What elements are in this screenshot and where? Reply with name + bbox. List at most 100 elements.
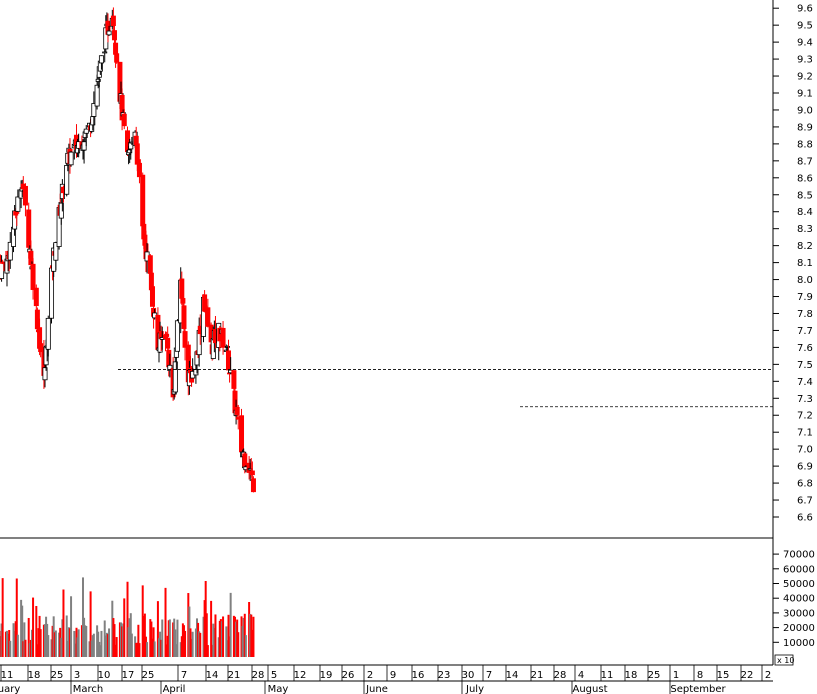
month-label: September [670,684,726,694]
candle-body [114,53,120,63]
candle-body [98,55,104,64]
day-label: 11 [1,670,14,681]
reference-lines [118,369,773,408]
candle-body [231,370,237,389]
day-label: 7 [486,670,492,681]
day-label: 22 [741,670,754,681]
day-label: 18 [625,670,638,681]
candle-body [110,15,116,27]
price-tick-label: 9.0 [797,105,813,116]
candle-body [242,453,248,467]
day-label: 10 [98,670,111,681]
day-label: 21 [228,670,241,681]
day-label: 30 [462,670,475,681]
volume-tick-label: 10000 [783,638,815,649]
price-tick-label: 8.5 [797,190,813,201]
day-label: 25 [648,670,661,681]
price-tick-label: 8.6 [797,173,813,184]
day-label: 28 [554,670,567,681]
candle-body [234,406,240,415]
candle-body [15,196,21,212]
price-tick-label: 9.6 [797,4,813,15]
price-tick-label: 8.8 [797,139,813,150]
day-label: 23 [438,670,451,681]
candle-body [149,286,155,307]
candle-body [225,350,231,371]
day-label: 7 [181,670,187,681]
candle-body [42,367,48,381]
price-tick-label: 7.8 [797,309,813,320]
price-axis-ticks: 6.6 6.7 6.8 6.9 7.0 7.1 7.2 7.3 7.4 7.5 7.6 7.7 7.8 7… [773,4,813,524]
candle-body [14,212,20,214]
price-tick-label: 6.6 [797,513,813,524]
candle-body [91,103,97,117]
price-tick-label: 8.1 [797,258,813,269]
candle-body [83,128,89,134]
candle-body [68,151,74,166]
price-tick-label: 8.4 [797,207,813,218]
price-tick-label: 7.7 [797,326,813,337]
price-tick-label: 7.1 [797,428,813,439]
day-label: 4 [578,670,584,681]
candle-body [22,185,28,206]
month-label: June [365,684,388,694]
candle-body [182,331,188,348]
volume-axis-ticks: 10000 20000 30000 40000 50000 60000 70000 [773,550,815,649]
price-tick-label: 8.3 [797,224,813,235]
volume-tick-label: 50000 [783,579,815,590]
day-label: 28 [252,670,265,681]
day-label: 9 [390,670,396,681]
price-tick-label: 8.9 [797,122,813,133]
candle-body [45,317,51,350]
day-label: 14 [506,670,519,681]
candle-body [167,364,173,371]
candle-body [0,261,5,279]
candle-body [224,345,230,348]
month-label: March [73,684,103,694]
day-label: 17 [122,670,135,681]
candle-body [180,298,186,304]
price-tick-label: 8.0 [797,275,813,286]
candle-body [64,164,70,195]
candle-body [95,78,101,82]
price-tick-label: 9.2 [797,72,813,83]
day-label: 5 [271,670,277,681]
candle-body [58,202,64,219]
volume-bars [0,577,255,657]
candle-body [249,470,255,476]
candle-body [111,30,117,41]
volume-tick-label: 60000 [783,564,815,575]
price-tick-label: 6.7 [797,496,813,507]
candle-body [164,333,170,337]
day-label: 2 [367,670,373,681]
candle-body [30,263,36,290]
day-label: 26 [342,670,355,681]
price-candles [0,7,256,493]
price-tick-label: 6.9 [797,462,813,473]
candle-body [136,162,142,178]
day-label: 21 [531,670,544,681]
price-tick-label: 7.0 [797,445,813,456]
price-tick-label: 7.5 [797,360,813,371]
day-label: 12 [294,670,307,681]
volume-tick-label: 70000 [783,550,815,561]
candle-body [106,30,112,36]
price-tick-label: 6.8 [797,479,813,490]
price-tick-label: 8.7 [797,156,813,167]
price-tick-label: 9.4 [797,38,813,49]
day-label: 11 [601,670,614,681]
price-tick-label: 7.9 [797,292,813,303]
candle-body [53,242,59,261]
day-label: 14 [206,670,219,681]
candle-body [127,149,133,154]
month-label: August [573,684,608,694]
day-label: 2 [765,670,771,681]
price-tick-label: 9.3 [797,55,813,66]
candle-body [174,320,180,352]
volume-tick-label: 30000 [783,608,815,619]
day-label: 19 [320,670,333,681]
candle-body [121,113,127,127]
price-tick-label: 9.5 [797,21,813,32]
price-tick-label: 7.4 [797,377,813,388]
